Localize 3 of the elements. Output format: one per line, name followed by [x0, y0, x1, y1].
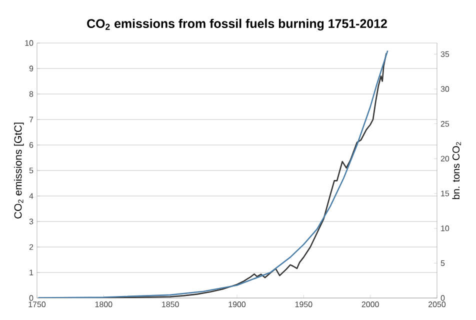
y2-axis-title: bn. tons CO$_{2}$ — [452, 142, 461, 200]
y-axis-title: CO$_{2}$ emissions [GtC] — [14, 122, 24, 218]
chart-title: CO$_{2}$ emissions from fossil fuels burning 1751-2012 — [87, 18, 387, 30]
